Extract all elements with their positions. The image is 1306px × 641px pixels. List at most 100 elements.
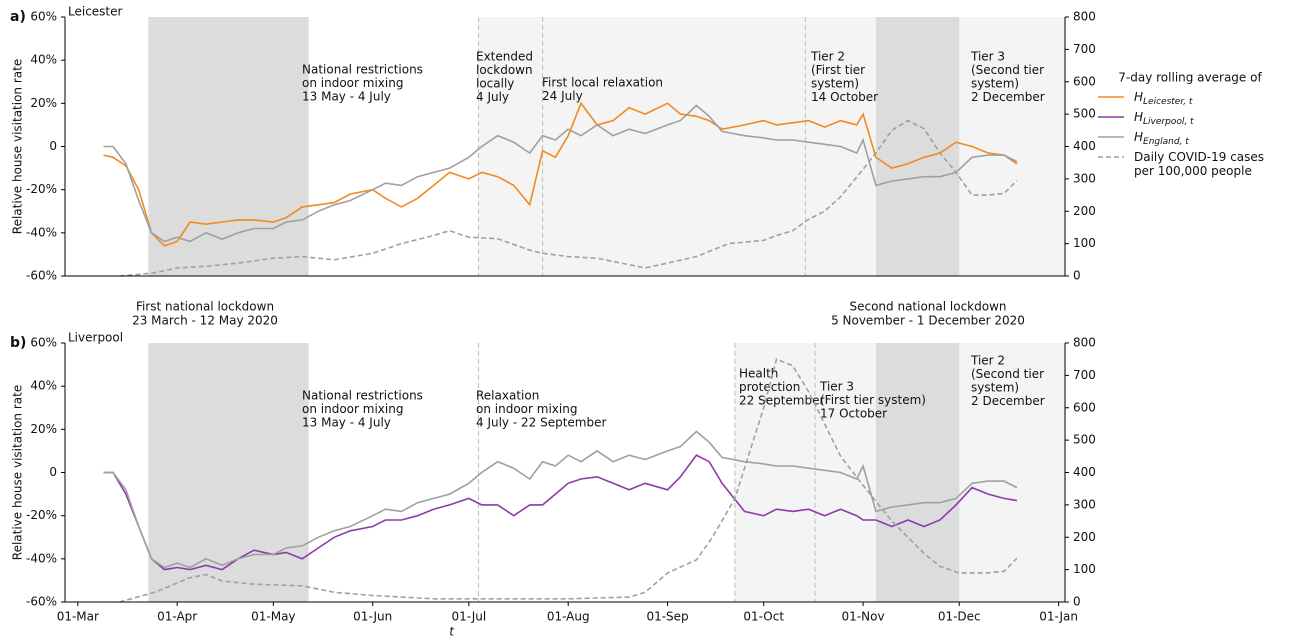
lockdown-label: 23 March - 12 May 2020 [132, 314, 278, 328]
legend-name: H [1134, 110, 1143, 124]
y2-tick-label: 100 [1073, 236, 1096, 250]
x-axis-label: t [449, 625, 455, 638]
y2-tick-label: 200 [1073, 204, 1096, 218]
annotation: on indoor mixing [302, 402, 403, 416]
panel-title: Liverpool [68, 331, 123, 345]
annotation: National restrictions [302, 63, 423, 77]
annotation: (Second tier [971, 63, 1044, 77]
period-shade [478, 17, 1065, 276]
legend-subscript: Liverpool, t [1143, 117, 1194, 127]
legend-name: H [1134, 130, 1143, 144]
y-tick-label: -20% [26, 508, 57, 522]
x-tick-label: 01-May [251, 610, 295, 624]
series-line [119, 119, 1018, 277]
annotation: system) [811, 77, 859, 91]
y-axis-label: Relative house visitation rate [11, 385, 25, 560]
panel-title: Leicester [68, 5, 123, 19]
y-tick-label: 0 [49, 139, 57, 153]
annotation: 2 December [971, 394, 1045, 408]
annotation: Health [739, 367, 778, 381]
legend-subscript: Leicester, t [1143, 97, 1193, 107]
annotation: (First tier [811, 63, 865, 77]
annotation: Tier 3 [970, 50, 1005, 64]
legend-label-box: Daily COVID-19 cases per 100,000 people [1134, 150, 1265, 178]
legend-name: H [1134, 90, 1143, 104]
annotation: Tier 2 [970, 354, 1005, 368]
annotation: National restrictions [302, 389, 423, 403]
y2-tick-label: 600 [1073, 74, 1096, 88]
annotation: (First tier system) [820, 393, 926, 407]
annotation: 14 October [811, 90, 878, 104]
annotation: Extended [476, 50, 533, 64]
y2-tick-label: 500 [1073, 107, 1096, 121]
y-tick-label: 60% [30, 10, 57, 24]
x-tick-label: 01-Jan [1039, 610, 1078, 624]
legend-label: HEngland, t [1134, 130, 1189, 147]
annotation: 22 September [739, 394, 824, 408]
y-tick-label: -60% [26, 595, 57, 609]
series-line [103, 104, 1018, 243]
y2-tick-label: 0 [1073, 269, 1081, 283]
annotation: on indoor mixing [302, 76, 403, 90]
y-tick-label: -20% [26, 182, 57, 196]
legend-label: Daily COVID-19 cases per 100,000 people [1134, 150, 1265, 178]
annotation: locally [476, 77, 514, 91]
y-tick-label: 0 [49, 465, 57, 479]
y2-tick-label: 800 [1073, 336, 1096, 350]
annotation: system) [971, 381, 1019, 395]
legend-label: HLeicester, t [1134, 90, 1193, 107]
annotation: 13 May - 4 July [302, 90, 391, 104]
annotation: 13 May - 4 July [302, 416, 391, 430]
period-shade [148, 17, 309, 276]
legend-title: 7-day rolling average of [1118, 71, 1262, 85]
y-tick-label: 40% [30, 379, 57, 393]
y2-tick-label: 200 [1073, 530, 1096, 544]
y2-tick-label: 800 [1073, 10, 1096, 24]
lockdown-label: 5 November - 1 December 2020 [831, 314, 1025, 328]
y-tick-label: 40% [30, 53, 57, 67]
y2-tick-label: 0 [1073, 595, 1081, 609]
annotation: Tier 2 [810, 50, 845, 64]
series-line [103, 430, 1018, 569]
x-tick-label: 01-Apr [157, 610, 197, 624]
x-tick-label: 01-Sep [646, 610, 688, 624]
annotation: 24 July [542, 89, 583, 103]
legend-label: HLiverpool, t [1134, 110, 1194, 127]
annotation: system) [971, 77, 1019, 91]
y2-tick-label: 400 [1073, 139, 1096, 153]
annotation: 4 July [476, 90, 509, 104]
annotation: 4 July - 22 September [476, 416, 606, 430]
legend-subscript: England, t [1143, 137, 1189, 147]
lockdown-label: Second national lockdown [849, 300, 1006, 314]
annotation: Relaxation [476, 389, 539, 403]
annotation: 2 December [971, 90, 1045, 104]
panel-label: a) [10, 9, 26, 25]
y-tick-label: -60% [26, 269, 57, 283]
y-tick-label: -40% [26, 551, 57, 565]
y2-tick-label: 300 [1073, 171, 1096, 185]
series-line [119, 358, 1018, 603]
y-axis-label: Relative house visitation rate [11, 59, 25, 234]
series-line [103, 101, 1018, 247]
x-tick-label: 01-Nov [842, 610, 885, 624]
annotation: on indoor mixing [476, 402, 577, 416]
y-tick-label: 20% [30, 422, 57, 436]
period-shade [875, 343, 960, 602]
period-shade [148, 343, 309, 602]
annotation: protection [739, 380, 800, 394]
annotation: 17 October [820, 407, 887, 421]
x-tick-label: 01-Jul [451, 610, 486, 624]
y-tick-label: 20% [30, 96, 57, 110]
x-tick-label: 01-Jun [353, 610, 392, 624]
y2-tick-label: 600 [1073, 400, 1096, 414]
y2-tick-label: 300 [1073, 497, 1096, 511]
x-tick-label: 01-Dec [938, 610, 981, 624]
x-tick-label: 01-Oct [743, 610, 784, 624]
annotation: First local relaxation [542, 76, 663, 90]
period-shade [875, 17, 960, 276]
y2-tick-label: 700 [1073, 368, 1096, 382]
y2-tick-label: 500 [1073, 433, 1096, 447]
y2-tick-label: 100 [1073, 562, 1096, 576]
lockdown-label: First national lockdown [136, 300, 274, 314]
